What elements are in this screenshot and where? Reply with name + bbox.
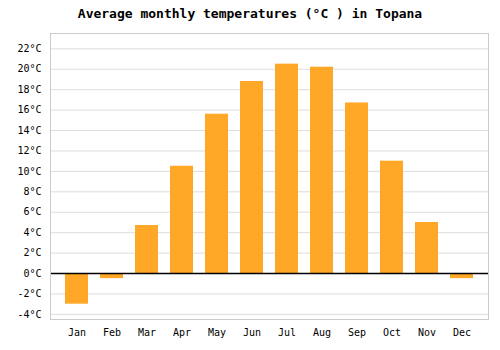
svg-text:Oct: Oct xyxy=(383,327,401,338)
svg-text:Sep: Sep xyxy=(348,327,366,338)
svg-text:-4°C: -4°C xyxy=(17,309,41,320)
svg-text:-2°C: -2°C xyxy=(17,288,41,299)
svg-text:10°C: 10°C xyxy=(17,166,41,177)
svg-text:Jun: Jun xyxy=(243,327,261,338)
svg-text:Jul: Jul xyxy=(278,327,296,338)
svg-text:Feb: Feb xyxy=(103,327,121,338)
html-text:Average monthly temperatures (: Average monthly temperatures (°C ) in To… xyxy=(77,6,423,21)
svg-text:May: May xyxy=(208,327,226,338)
svg-text:2°C: 2°C xyxy=(23,247,41,258)
svg-text:14°C: 14°C xyxy=(17,125,41,136)
svg-text:Mar: Mar xyxy=(138,327,156,338)
svg-text:0°C: 0°C xyxy=(23,268,41,279)
svg-text:8°C: 8°C xyxy=(23,186,41,197)
svg-text:4°C: 4°C xyxy=(23,227,41,238)
svg-text:Jan: Jan xyxy=(68,327,86,338)
svg-text:Aug: Aug xyxy=(313,327,331,338)
svg-text:20°C: 20°C xyxy=(17,63,41,74)
svg-text:12°C: 12°C xyxy=(17,145,41,156)
svg-text:16°C: 16°C xyxy=(17,104,41,115)
svg-text:Dec: Dec xyxy=(453,327,471,338)
svg-text:6°C: 6°C xyxy=(23,206,41,217)
svg-text:Apr: Apr xyxy=(173,327,191,338)
svg-text:Nov: Nov xyxy=(418,327,436,338)
svg-text:18°C: 18°C xyxy=(17,84,41,95)
svg-text:22°C: 22°C xyxy=(17,43,41,54)
